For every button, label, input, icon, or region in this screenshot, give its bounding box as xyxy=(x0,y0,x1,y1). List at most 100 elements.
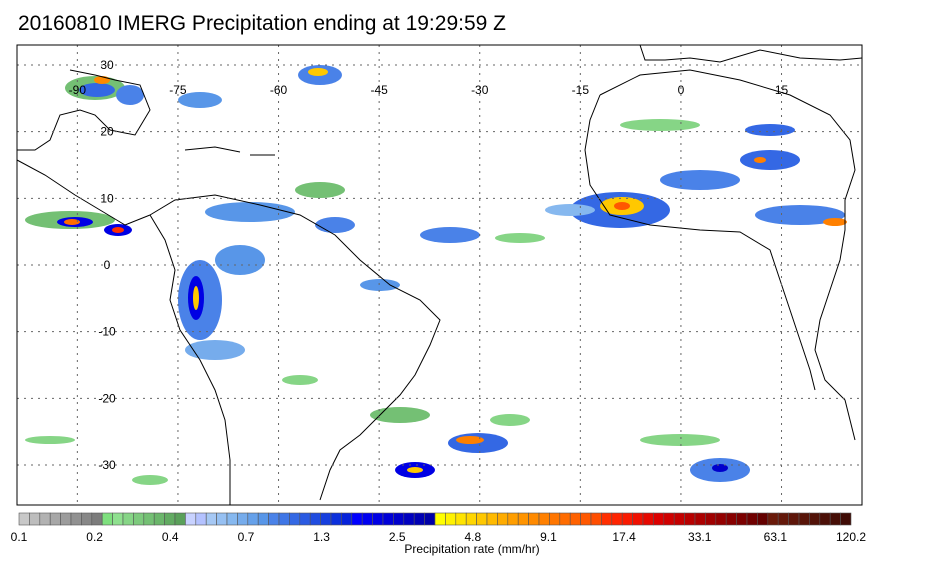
colorbar-swatch xyxy=(507,512,519,526)
colorbar-swatch xyxy=(798,512,810,526)
colorbar-tick-labels: 0.1 0.2 0.4 0.7 1.3 2.5 4.8 9.1 17.4 33.1 63.1 120.… xyxy=(11,530,867,544)
colorbar-swatch xyxy=(673,512,685,526)
colorbar-tick-label: 0.2 xyxy=(86,530,103,544)
colorbar-swatch xyxy=(653,512,665,526)
colorbar-swatch xyxy=(133,512,145,526)
colorbar-swatch xyxy=(642,512,654,526)
colorbar-swatch xyxy=(185,512,197,526)
colorbar-swatch xyxy=(361,512,373,526)
colorbar-swatch xyxy=(434,512,446,526)
lat-label: 20 xyxy=(100,125,114,139)
colorbar-tick-label: 33.1 xyxy=(688,530,712,544)
colorbar-swatch xyxy=(601,512,613,526)
colorbar-swatch xyxy=(777,512,789,526)
colorbar-swatch xyxy=(424,512,436,526)
colorbar-swatch xyxy=(725,512,737,526)
colorbar-tick-label: 17.4 xyxy=(612,530,636,544)
lat-label: 30 xyxy=(100,58,114,72)
colorbar-swatch xyxy=(465,512,477,526)
colorbar-swatch xyxy=(809,512,821,526)
colorbar-swatch xyxy=(320,512,332,526)
colorbar-swatch xyxy=(60,512,72,526)
lon-label: -30 xyxy=(471,83,489,97)
colorbar-swatch xyxy=(663,512,675,526)
colorbar-swatch xyxy=(247,512,259,526)
colorbar-swatch xyxy=(29,512,41,526)
colorbar-swatch xyxy=(580,512,592,526)
colorbar-swatch xyxy=(49,512,61,526)
colorbar-tick-label: 2.5 xyxy=(389,530,406,544)
colorbar-swatch xyxy=(788,512,800,526)
colorbar-swatch xyxy=(299,512,311,526)
colorbar-swatches xyxy=(18,512,852,526)
colorbar-tick-label: 0.4 xyxy=(162,530,179,544)
colorbar-swatch xyxy=(143,512,155,526)
colorbar-swatch xyxy=(767,512,779,526)
grid-labels: -90 -75 -60 -45 -30 -15 0 15 30 20 10 0 -10 -20 -30 xyxy=(69,58,789,472)
colorbar-swatch xyxy=(684,512,696,526)
colorbar-swatch xyxy=(91,512,103,526)
colorbar-swatch xyxy=(611,512,623,526)
colorbar-swatch xyxy=(268,512,280,526)
colorbar-swatch xyxy=(705,512,717,526)
lon-label: -90 xyxy=(69,83,87,97)
colorbar-tick-label: 0.7 xyxy=(238,530,255,544)
colorbar-swatch xyxy=(455,512,467,526)
colorbar-tick-label: 4.8 xyxy=(464,530,481,544)
colorbar-swatch xyxy=(112,512,124,526)
colorbar-swatch xyxy=(341,512,353,526)
colorbar-swatch xyxy=(403,512,415,526)
colorbar-swatch xyxy=(829,512,841,526)
colorbar-swatch xyxy=(393,512,405,526)
colorbar-swatch xyxy=(840,512,852,526)
lon-label: -15 xyxy=(572,83,590,97)
colorbar-tick-label: 120.2 xyxy=(836,530,866,544)
colorbar-swatch xyxy=(289,512,301,526)
colorbar-title: Precipitation rate (mm/hr) xyxy=(404,542,540,556)
colorbar-swatch xyxy=(309,512,321,526)
lat-label: 0 xyxy=(104,258,111,272)
colorbar-swatch xyxy=(497,512,509,526)
coastlines xyxy=(17,45,862,505)
colorbar-swatch xyxy=(174,512,186,526)
lon-label: -75 xyxy=(169,83,187,97)
colorbar-swatch xyxy=(632,512,644,526)
colorbar-swatch xyxy=(476,512,488,526)
colorbar-swatch xyxy=(694,512,706,526)
colorbar-swatch xyxy=(549,512,561,526)
colorbar-swatch xyxy=(226,512,238,526)
colorbar-tick-label: 63.1 xyxy=(764,530,788,544)
colorbar-swatch xyxy=(528,512,540,526)
colorbar-swatch xyxy=(70,512,82,526)
lat-label: -20 xyxy=(98,391,116,405)
colorbar-swatch xyxy=(413,512,425,526)
colorbar-swatch xyxy=(819,512,831,526)
colorbar-swatch xyxy=(736,512,748,526)
colorbar-swatch xyxy=(445,512,457,526)
colorbar-tick-label: 1.3 xyxy=(313,530,330,544)
lat-label: -30 xyxy=(98,458,116,472)
lon-label: 15 xyxy=(775,83,789,97)
colorbar-swatch xyxy=(195,512,207,526)
colorbar-swatch xyxy=(122,512,134,526)
map-frame xyxy=(16,44,863,506)
colorbar-swatch xyxy=(216,512,228,526)
colorbar-swatch xyxy=(746,512,758,526)
lon-label: 0 xyxy=(678,83,685,97)
map-title: 20160810 IMERG Precipitation ending at 1… xyxy=(18,12,506,35)
colorbar-swatch xyxy=(559,512,571,526)
colorbar-swatch xyxy=(382,512,394,526)
colorbar-swatch xyxy=(538,512,550,526)
lon-label: -45 xyxy=(370,83,388,97)
colorbar-swatch xyxy=(517,512,529,526)
colorbar-swatch xyxy=(330,512,342,526)
colorbar-swatch xyxy=(621,512,633,526)
colorbar-swatch xyxy=(164,512,176,526)
colorbar-swatch xyxy=(569,512,581,526)
map-grid xyxy=(17,45,862,505)
lat-label: -10 xyxy=(98,325,116,339)
lon-label: -60 xyxy=(270,83,288,97)
colorbar-swatch xyxy=(278,512,290,526)
